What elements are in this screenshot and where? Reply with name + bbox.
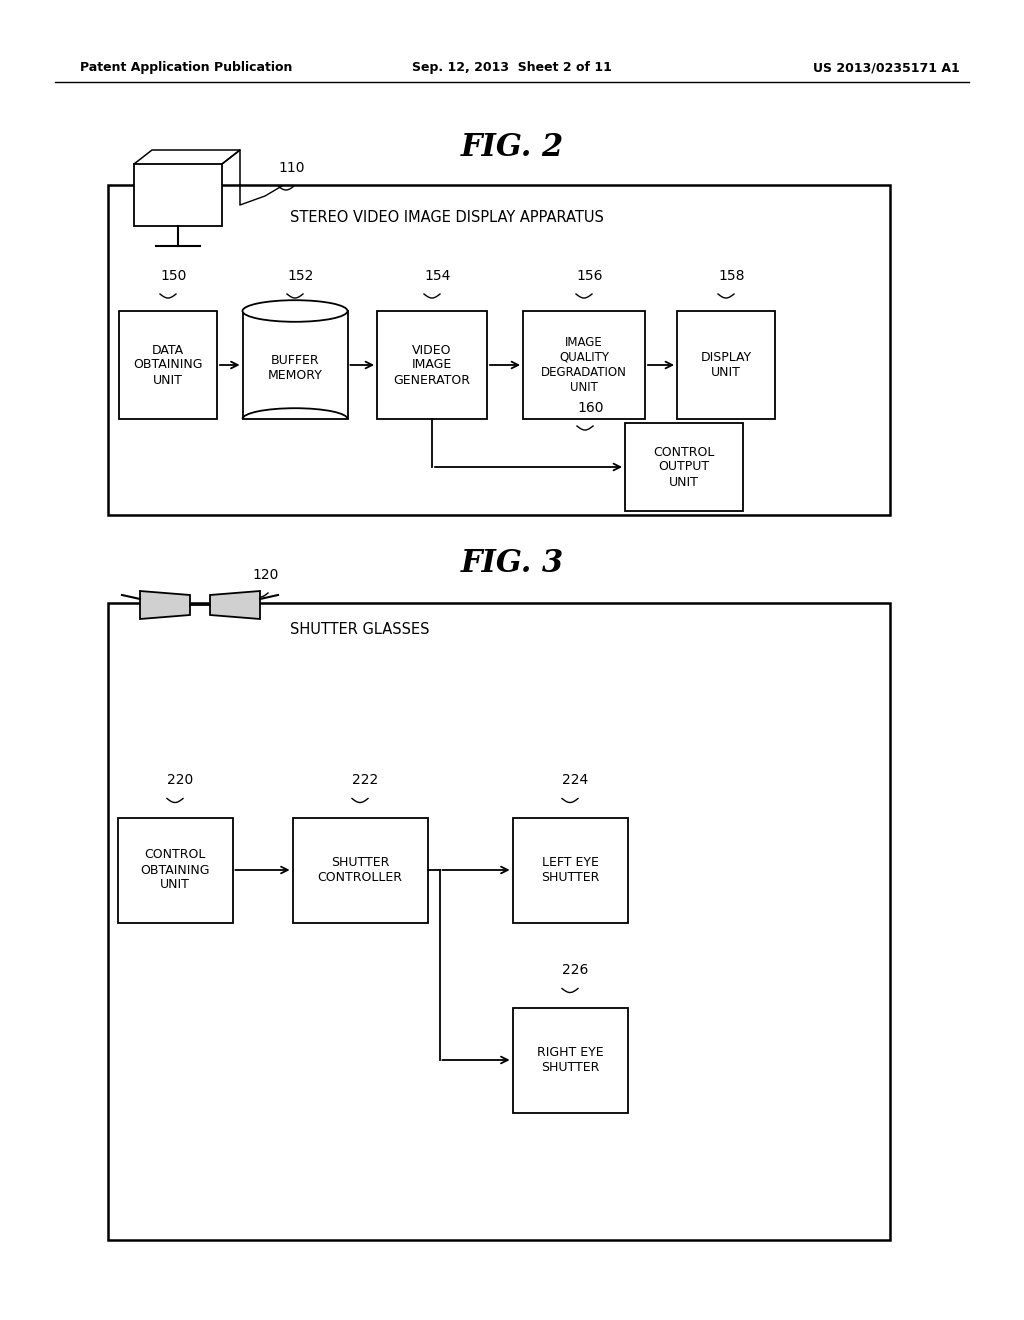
Text: Patent Application Publication: Patent Application Publication [80,62,293,74]
Bar [119,312,217,418]
Text: DISPLAY
UNIT: DISPLAY UNIT [700,351,752,379]
Bar [625,422,743,511]
Text: DATA
OBTAINING
UNIT: DATA OBTAINING UNIT [133,343,203,387]
Text: 220: 220 [167,774,194,788]
Bar [108,603,890,1239]
Bar [512,1007,628,1113]
Bar [377,312,487,418]
Text: 150: 150 [160,269,186,282]
Text: FIG. 3: FIG. 3 [461,548,563,578]
Bar [293,817,427,923]
Text: CONTROL
OBTAINING
UNIT: CONTROL OBTAINING UNIT [140,849,210,891]
Bar [108,185,890,515]
Bar [523,312,645,418]
Bar [118,817,232,923]
Text: 110: 110 [278,161,304,176]
Text: 120: 120 [252,568,279,582]
Text: BUFFER
MEMORY: BUFFER MEMORY [267,354,323,383]
Text: 222: 222 [352,774,378,788]
Bar [677,312,775,418]
Polygon shape [210,591,260,619]
Polygon shape [140,591,190,619]
Text: US 2013/0235171 A1: US 2013/0235171 A1 [813,62,961,74]
Text: 160: 160 [577,401,603,414]
Text: FIG. 2: FIG. 2 [461,132,563,164]
Text: STEREO VIDEO IMAGE DISPLAY APPARATUS: STEREO VIDEO IMAGE DISPLAY APPARATUS [290,210,604,226]
Text: 224: 224 [562,774,588,788]
Text: IMAGE
QUALITY
DEGRADATION
UNIT: IMAGE QUALITY DEGRADATION UNIT [541,337,627,393]
Text: 158: 158 [718,269,744,282]
Text: CONTROL
OUTPUT
UNIT: CONTROL OUTPUT UNIT [653,446,715,488]
Text: 152: 152 [287,269,313,282]
Text: SHUTTER
CONTROLLER: SHUTTER CONTROLLER [317,855,402,884]
Text: 156: 156 [575,269,602,282]
Ellipse shape [243,300,347,322]
Text: SHUTTER GLASSES: SHUTTER GLASSES [290,623,429,638]
Bar [134,164,222,226]
Text: RIGHT EYE
SHUTTER: RIGHT EYE SHUTTER [537,1045,603,1074]
Text: LEFT EYE
SHUTTER: LEFT EYE SHUTTER [541,855,599,884]
Text: 226: 226 [562,964,589,978]
Text: VIDEO
IMAGE
GENERATOR: VIDEO IMAGE GENERATOR [393,343,470,387]
Text: Sep. 12, 2013  Sheet 2 of 11: Sep. 12, 2013 Sheet 2 of 11 [412,62,612,74]
Bar [243,312,347,418]
Text: 154: 154 [424,269,451,282]
Bar [512,817,628,923]
